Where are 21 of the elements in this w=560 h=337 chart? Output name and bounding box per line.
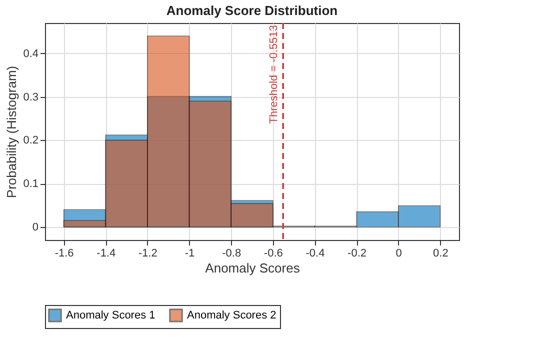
ref-line-label: Threshold = -0.5513	[268, 25, 280, 124]
x-axis-title: Anomaly Scores	[205, 260, 300, 276]
chart-title: Anomaly Score Distribution	[166, 3, 338, 18]
y-tick-label: 0.2	[23, 134, 38, 147]
x-tick-label: -1.2	[138, 248, 158, 260]
y-tick-label: 0.4	[23, 48, 38, 60]
x-tick-label: -0.6	[264, 248, 283, 260]
y-tick-label: 0.3	[23, 91, 38, 104]
x-tick-label: 0	[396, 248, 402, 260]
y-axis-title: Probability (Histogram)	[4, 66, 20, 198]
x-tick-label: -1.4	[96, 248, 116, 260]
y-tick-label: 0.1	[23, 178, 38, 190]
y-tick-label: 0	[32, 221, 38, 234]
x-tick-label: -0.8	[222, 248, 242, 260]
legend-label: Anomaly Scores 2	[187, 309, 276, 322]
x-tick-label: -1	[184, 248, 195, 260]
legend-label: Anomaly Scores 1	[66, 309, 156, 322]
x-tick-label: -0.4	[306, 248, 325, 260]
x-tick-label: 0.2	[433, 248, 448, 260]
x-tick-label: -0.2	[348, 248, 367, 260]
x-tick-label: -1.6	[54, 248, 74, 260]
